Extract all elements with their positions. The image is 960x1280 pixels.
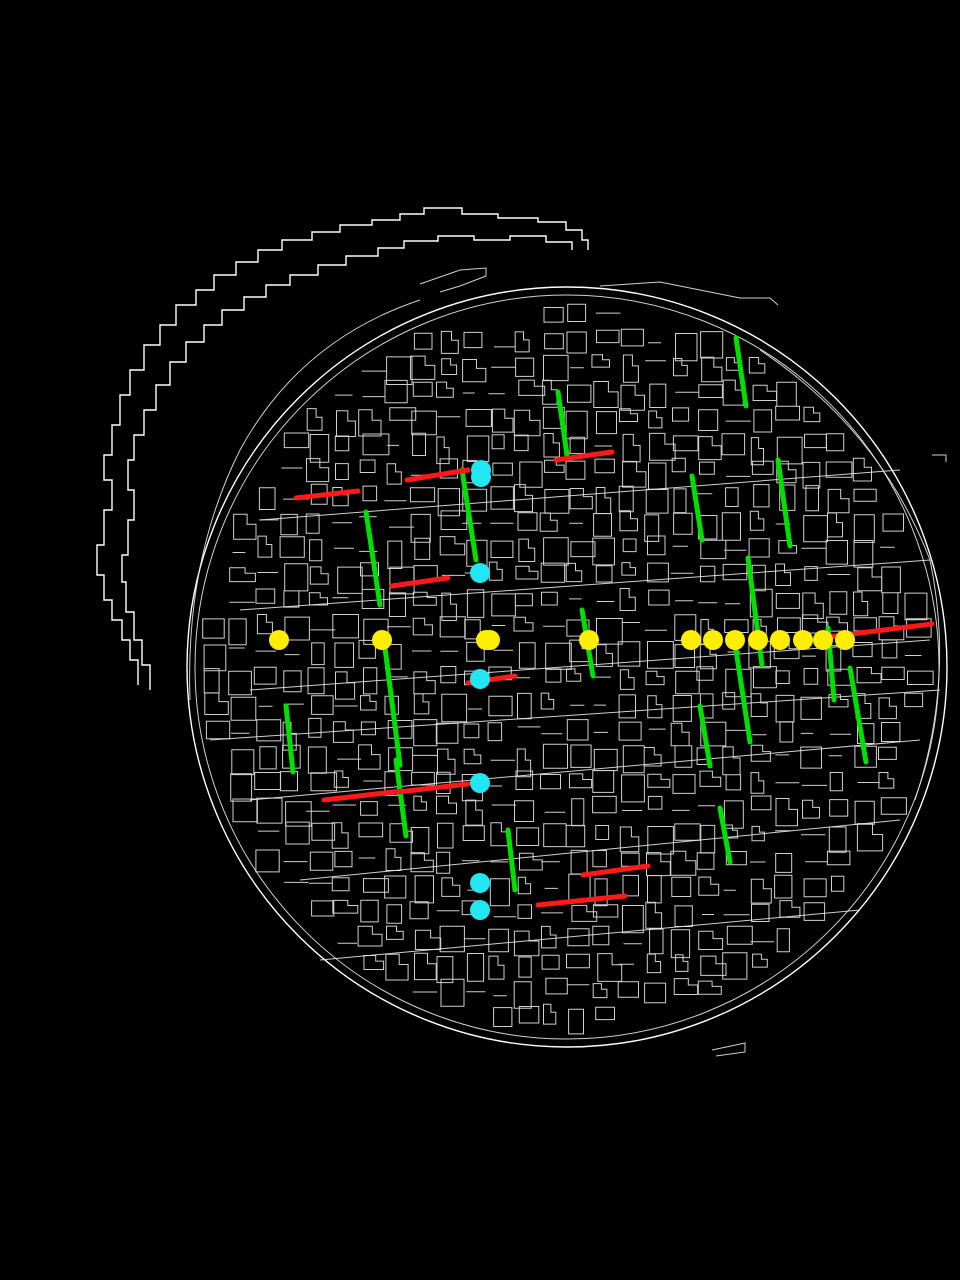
cyan-dot-4 [470, 669, 490, 689]
outer-stepped-edges [96, 207, 947, 1057]
yellow-dot-10 [770, 630, 790, 650]
streak-edge-3 [249, 739, 921, 801]
green-segment-4 [363, 509, 383, 608]
green-segment-17 [505, 827, 518, 893]
cyan-dot-3 [470, 563, 490, 583]
green-segment-2 [555, 389, 570, 458]
streak-edge-6 [319, 909, 861, 961]
red-segment-2 [404, 467, 471, 483]
cyan-dot-7 [470, 900, 490, 920]
yellow-dot-1 [269, 630, 289, 650]
yellow-dot-11 [793, 630, 813, 650]
cyan-dots [470, 460, 491, 920]
yellow-dot-12 [813, 630, 833, 650]
yellow-dot-13 [835, 630, 855, 650]
yellow-dot-4 [480, 630, 500, 650]
green-segment-16 [717, 805, 733, 865]
yellow-dot-7 [703, 630, 723, 650]
yellow-dot-6 [681, 630, 701, 650]
green-segment-6 [775, 457, 793, 549]
cyan-dot-6 [470, 873, 490, 893]
yellow-dots [269, 630, 855, 650]
red-segment-3 [553, 449, 615, 463]
red-segment-10 [535, 893, 628, 908]
yellow-dot-5 [579, 630, 599, 650]
red-segment-1 [293, 488, 361, 501]
red-segment-8 [395, 781, 471, 795]
streak-edge-1 [239, 559, 931, 611]
yellow-dot-2 [372, 630, 392, 650]
red-segment-9 [580, 863, 651, 878]
green-segment-10 [283, 703, 296, 775]
streak-edge-4 [299, 819, 901, 881]
green-segment-12 [697, 703, 713, 769]
yellow-dot-8 [725, 630, 745, 650]
yellow-dot-9 [748, 630, 768, 650]
green-segment-11 [733, 647, 753, 745]
green-segment-15 [393, 757, 409, 839]
red-segment-4 [389, 575, 451, 589]
green-segment-1 [733, 335, 749, 409]
cyan-dot-2 [471, 467, 491, 487]
cyan-dot-5 [470, 773, 490, 793]
green-segment-14 [847, 665, 869, 765]
green-segment-9 [381, 637, 403, 768]
green-segment-5 [689, 473, 705, 543]
streak-edge-7 [209, 689, 941, 741]
red-segment-7 [321, 788, 405, 803]
green-segment-3 [459, 467, 479, 563]
